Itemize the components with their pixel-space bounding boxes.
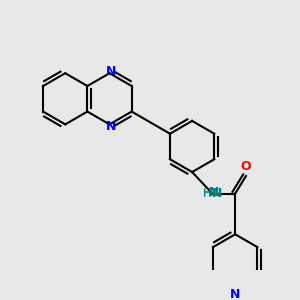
Text: O: O (241, 160, 251, 173)
Text: N: N (212, 187, 222, 200)
Text: N: N (208, 186, 219, 199)
Text: N: N (105, 120, 116, 133)
Text: H: H (203, 189, 212, 199)
Text: N: N (105, 64, 116, 78)
Text: H: H (203, 188, 211, 198)
Text: N: N (230, 288, 240, 300)
